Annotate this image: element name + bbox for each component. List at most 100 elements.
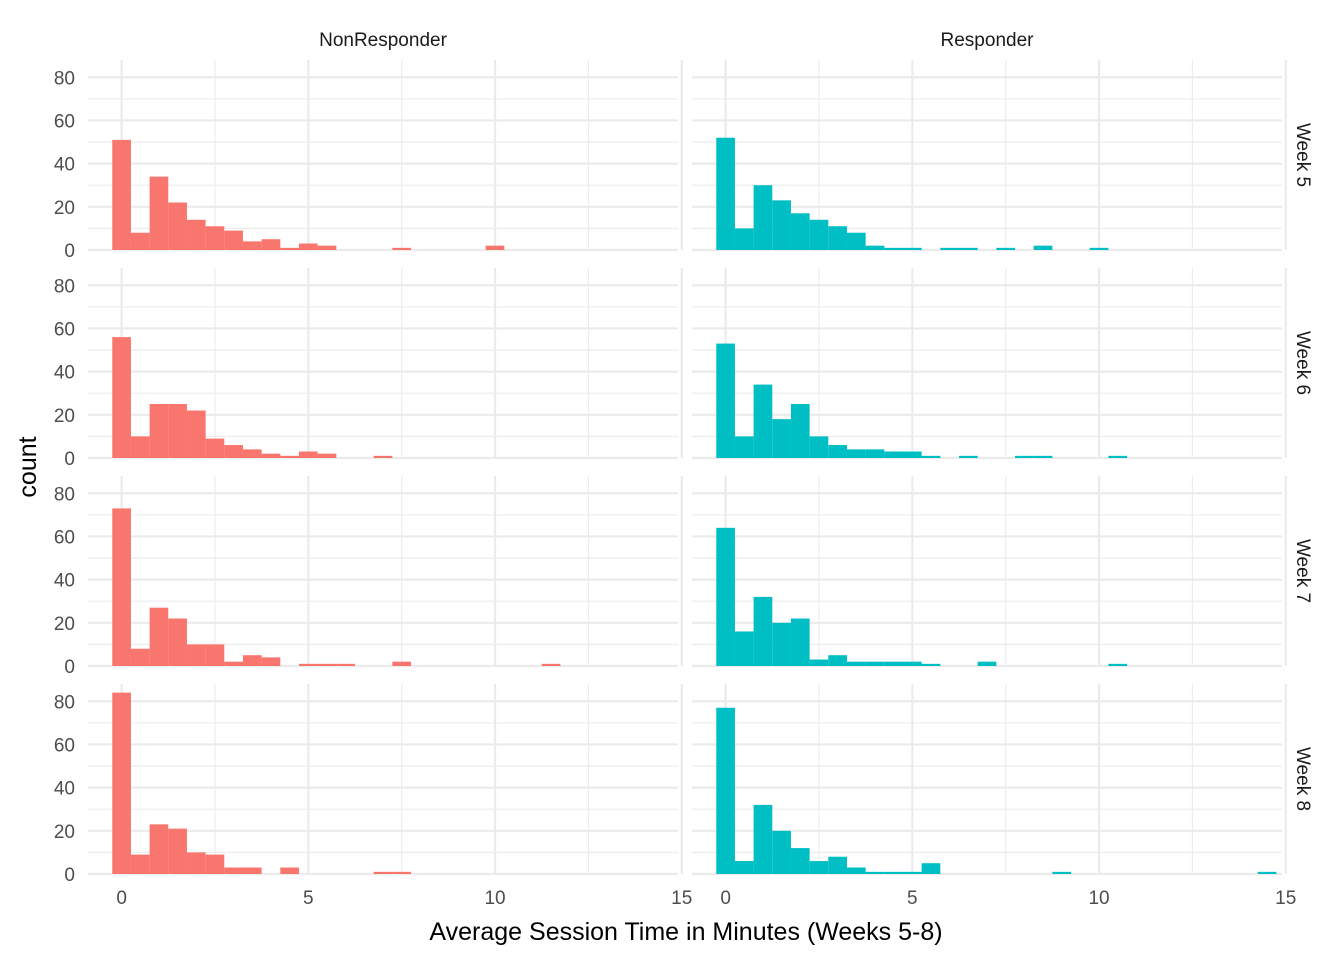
histogram-bar: Responder · Week 8 · 14.25–14.75: 1 <box>1257 871 1277 874</box>
panel-responder-week-7: Responder · Week 7 · -0.25–0.25: 64Respo… <box>692 476 1287 668</box>
histogram-bar: Responder · Week 7 · 3.25–3.75: 2 <box>846 661 866 666</box>
panel-nonresponder-week-8: NonResponder · Week 8 · -0.25–0.25: 84No… <box>88 684 683 876</box>
histogram-bar: Responder · Week 5 · 3.75–4.25: 2 <box>865 245 885 250</box>
x-tick-label: 10 <box>484 888 505 909</box>
histogram-bar: Responder · Week 6 · 6.25–6.75: 1 <box>958 455 978 458</box>
histogram-bar: NonResponder · Week 8 · 0.25–0.75: 9 <box>130 854 150 874</box>
histogram-bar: NonResponder · Week 6 · 0.75–1.25: 25 <box>149 404 169 458</box>
histogram-bar: Responder · Week 7 · 0.25–0.75: 16 <box>734 631 754 666</box>
histogram-bar: Responder · Week 6 · 3.25–3.75: 4 <box>846 449 866 458</box>
histogram-bar: Responder · Week 7 · 1.25–1.75: 20 <box>772 622 791 666</box>
histogram-bar: Responder · Week 6 · 1.25–1.75: 18 <box>772 419 791 458</box>
histogram-bar: NonResponder · Week 5 · 2.75–3.25: 9 <box>224 230 243 250</box>
y-tick-label: 60 <box>54 527 75 548</box>
histogram-bar: NonResponder · Week 6 · 5.25–5.75: 2 <box>317 453 337 458</box>
histogram-bar: Responder · Week 6 · 1.75–2.25: 25 <box>790 404 810 458</box>
histogram-bar: Responder · Week 6 · 2.25–2.75: 10 <box>809 436 829 458</box>
histogram-bar: Responder · Week 5 · 2.75–3.25: 11 <box>828 226 847 250</box>
histogram-bar: Responder · Week 5 · 2.25–2.75: 14 <box>809 219 829 250</box>
histogram-bar: Responder · Week 6 · 8.25–8.75: 1 <box>1033 455 1053 458</box>
histogram-bar: NonResponder · Week 5 · 1.75–2.25: 14 <box>186 219 206 250</box>
histogram-bar: NonResponder · Week 6 · 4.75–5.25: 3 <box>298 451 318 458</box>
histogram-bar: NonResponder · Week 7 · 0.25–0.75: 8 <box>130 648 150 666</box>
histogram-bar: Responder · Week 7 · 3.75–4.25: 2 <box>865 661 885 666</box>
axis-tick-labels: 0 20 40 60 80 0 20 40 60 80 0 20 40 60 80 0 20 40 60 80 0 5 10… <box>54 68 1296 909</box>
histogram-bar: NonResponder · Week 6 · 1.25–1.75: 25 <box>168 404 187 458</box>
histogram-bar: NonResponder · Week 7 · 0.75–1.25: 27 <box>149 607 169 666</box>
x-tick-label: 0 <box>116 888 127 909</box>
histogram-bar: Responder · Week 6 · 4.25–4.75: 3 <box>884 451 903 458</box>
histogram-bar: Responder · Week 8 · 0.75–1.25: 32 <box>753 804 773 874</box>
histogram-bar: NonResponder · Week 5 · 9.75–10.25: 2 <box>485 245 505 250</box>
panel-nonresponder-week-6: NonResponder · Week 6 · -0.25–0.25: 56 No… <box>88 268 683 460</box>
histogram-bar: NonResponder · Week 7 · -0.25–0.25: 73 <box>112 508 131 666</box>
histogram-bar: Responder · Week 5 · 1.75–2.25: 17 <box>790 213 810 250</box>
histogram-bar: NonResponder · Week 8 · 2.75–3.25: 3 <box>224 867 243 874</box>
histogram-bar: Responder · Week 5 · 0.75–1.25: 30 <box>753 185 773 250</box>
histogram-bar: Responder · Week 5 · 4.25–4.75: 1 <box>884 247 903 250</box>
y-tick-label: 80 <box>54 484 75 505</box>
histogram-bar: NonResponder · Week 7 · 2.75–3.25: 2 <box>224 661 243 666</box>
histogram-bar: Responder · Week 8 · 4.75–5.25: 1 <box>902 871 922 874</box>
histogram-bar: Responder · Week 8 · 2.25–2.75: 6 <box>809 861 829 874</box>
histogram-bar: Responder · Week 5 · 5.75–6.25: 1 <box>940 247 959 250</box>
histogram-bar: Responder · Week 8 · -0.25–0.25: 77 <box>716 707 735 874</box>
y-tick-label: 0 <box>64 865 75 886</box>
y-tick-label: 80 <box>54 276 75 297</box>
histogram-bar: NonResponder · Week 5 · 3.25–3.75: 4 <box>242 241 262 250</box>
histogram-bar: NonResponder · Week 7 · 2.25–2.75: 10 <box>205 644 225 666</box>
histogram-bar: NonResponder · Week 8 · -0.25–0.25: 84 <box>112 692 131 874</box>
histogram-bar: Responder · Week 8 · 2.75–3.25: 8 <box>828 856 847 874</box>
x-tick-label: 15 <box>671 888 692 909</box>
histogram-bar: NonResponder · Week 7 · 11.25–11.75: 1 <box>541 663 561 666</box>
panel-responder-week-8: Responder · Week 8 · -0.25–0.25: 77 Respo… <box>692 684 1287 876</box>
histogram-bar: NonResponder · Week 7 · 3.25–3.75: 5 <box>242 655 262 666</box>
histogram-bar: Responder · Week 6 · 7.75–8.25: 1 <box>1015 455 1034 458</box>
histogram-bar: Responder · Week 5 · 6.25–6.75: 1 <box>958 247 978 250</box>
histogram-bar: NonResponder · Week 8 · 3.25–3.75: 3 <box>242 867 262 874</box>
histogram-bar: NonResponder · Week 7 · 7.25–7.75: 2 <box>392 661 412 666</box>
strip-label-responder: Responder <box>941 30 1035 51</box>
y-tick-label: 40 <box>54 571 75 592</box>
histogram-bar: NonResponder · Week 6 · 6.75–7.25: 1 <box>373 455 393 458</box>
histogram-bar: NonResponder · Week 5 · 0.25–0.75: 8 <box>130 232 150 250</box>
y-tick-label: 20 <box>54 406 75 427</box>
histogram-bar: Responder · Week 7 · 2.25–2.75: 3 <box>809 659 829 666</box>
facet-panels: NonResponder · Week 5 · -0.25–0.25: 51No… <box>88 60 1287 876</box>
histogram-bar: NonResponder · Week 8 · 7.25–7.75: 1 <box>392 871 412 874</box>
histogram-bar: Responder · Week 7 · 5.25–5.75: 1 <box>921 663 941 666</box>
histogram-bar: Responder · Week 8 · 4.25–4.75: 1 <box>884 871 903 874</box>
histogram-bar: Responder · Week 8 · 3.75–4.25: 1 <box>865 871 885 874</box>
strip-label-week-7: Week 7 <box>1292 539 1313 603</box>
histogram-bar: NonResponder · Week 5 · 4.75–5.25: 3 <box>298 243 318 250</box>
histogram-bar: Responder · Week 5 · 1.25–1.75: 23 <box>772 200 791 250</box>
histogram-bar: NonResponder · Week 6 · 1.75–2.25: 22 <box>186 410 206 458</box>
histogram-bar: NonResponder · Week 7 · 5.25–5.75: 1 <box>317 663 337 666</box>
strip-label-nonresponder: NonResponder <box>319 30 447 51</box>
x-tick-label: 15 <box>1275 888 1296 909</box>
histogram-bar: Responder · Week 7 · 0.75–1.25: 32 <box>753 596 773 666</box>
histogram-bar: NonResponder · Week 7 · 1.25–1.75: 22 <box>168 618 187 666</box>
histogram-bar: Responder · Week 6 · 2.75–3.25: 6 <box>828 445 847 458</box>
histogram-bar: Responder · Week 7 · 4.25–4.75: 2 <box>884 661 903 666</box>
histogram-bar: Responder · Week 6 · 4.75–5.25: 3 <box>902 451 922 458</box>
y-tick-label: 0 <box>64 449 75 470</box>
histogram-bar: NonResponder · Week 6 · -0.25–0.25: 56 <box>112 337 131 458</box>
histogram-bar: NonResponder · Week 5 · 5.25–5.75: 2 <box>317 245 337 250</box>
histogram-bar: Responder · Week 6 · -0.25–0.25: 53 <box>716 343 735 458</box>
y-tick-label: 0 <box>64 657 75 678</box>
histogram-bar: Responder · Week 7 · 1.75–2.25: 22 <box>790 618 810 666</box>
histogram-bar: NonResponder · Week 5 · -0.25–0.25: 51 <box>112 139 131 250</box>
y-tick-label: 80 <box>54 692 75 713</box>
x-tick-label: 10 <box>1088 888 1109 909</box>
histogram-bar: Responder · Week 7 · 10.25–10.75: 1 <box>1108 663 1128 666</box>
histogram-bar: NonResponder · Week 5 · 2.25–2.75: 11 <box>205 226 225 250</box>
y-tick-label: 20 <box>54 822 75 843</box>
histogram-bar: NonResponder · Week 5 · 4.25–4.75: 1 <box>280 247 299 250</box>
histogram-bar: NonResponder · Week 5 · 7.25–7.75: 1 <box>392 247 412 250</box>
histogram-bar: Responder · Week 6 · 10.25–10.75: 1 <box>1108 455 1128 458</box>
y-tick-label: 20 <box>54 614 75 635</box>
panel-nonresponder-week-5: NonResponder · Week 5 · -0.25–0.25: 51No… <box>88 60 683 252</box>
histogram-bar: Responder · Week 5 · 0.25–0.75: 10 <box>734 228 754 250</box>
panel-nonresponder-week-7: NonResponder · Week 7 · -0.25–0.25: 73No… <box>88 476 683 668</box>
